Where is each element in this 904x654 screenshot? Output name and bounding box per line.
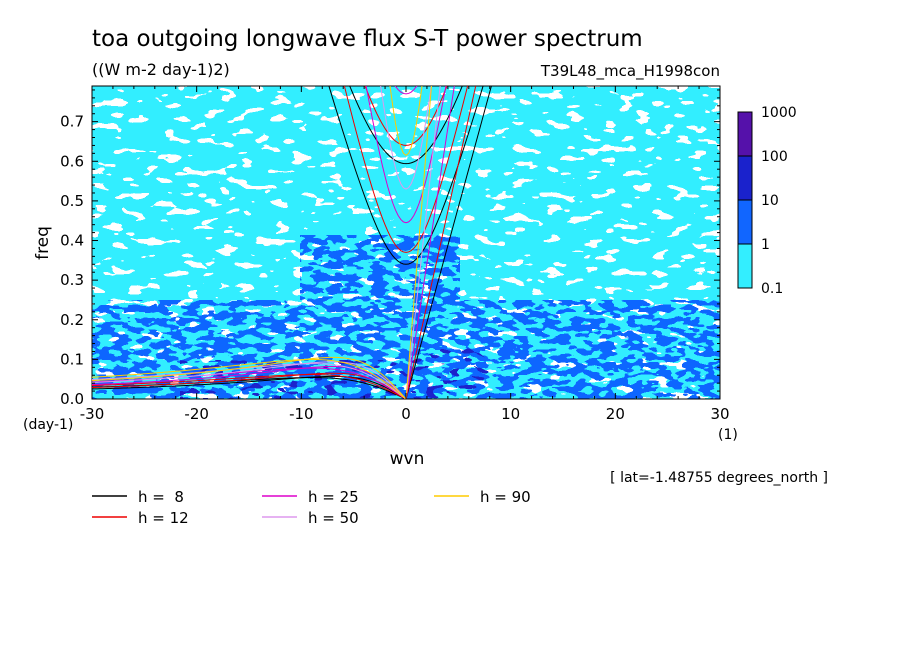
mrg-curve-h90 [92, 358, 407, 399]
ig1-curve-h25 [365, 86, 447, 224]
legend: h = 8 h = 12 h = 25 h = 50 h = 90 [92, 488, 531, 527]
legend-label-h12: h = 12 [138, 509, 189, 527]
mrg-curve-h12 [92, 374, 407, 399]
colorbar-segment [737, 243, 753, 289]
colorbar-segment [737, 111, 753, 157]
x-tick-label: -30 [80, 405, 105, 423]
x-tick-label: 0 [401, 405, 411, 423]
ig1-curve-h90 [389, 86, 423, 156]
y-axis-label: freq [33, 226, 53, 260]
y-tick-label: 0.6 [60, 152, 84, 170]
x-axis-label: wvn [390, 449, 425, 469]
colorbar-label: 0.1 [761, 281, 783, 297]
mrg-curve-h50 [92, 363, 407, 399]
ig1-curve-h50 [380, 86, 432, 190]
legend-label-h8: h = 8 [138, 488, 184, 506]
y-tick-label: 0.5 [60, 192, 84, 210]
ig1-curve-h12 [343, 86, 469, 253]
ig2-curve-h12 [364, 86, 448, 146]
rossby-curve-h90 [92, 356, 407, 399]
colorbar-segment [737, 199, 753, 245]
ig2-curve-h8 [349, 86, 463, 165]
ig1-curve-h8 [328, 86, 484, 265]
colorbar: 1000 100 10 1 0.1 [737, 105, 797, 297]
contour-fill [92, 86, 720, 399]
y-tick-label: 0.7 [60, 113, 84, 131]
legend-label-h90: h = 90 [480, 488, 531, 506]
x-tick-label: -10 [289, 405, 314, 423]
rossby-curve-h25 [92, 366, 407, 399]
colorbar-label: 1000 [761, 105, 797, 121]
legend-label-h50: h = 50 [308, 509, 359, 527]
x-tick-label: 30 [710, 405, 729, 423]
axes: -30 -20 -10 0 10 20 30 0.0 0.1 0.2 0.3 0.4 0.5 0.6 0.7 [60, 86, 730, 423]
kelvin-curve-h8 [405, 86, 492, 399]
y-axis-unit: (day-1) [23, 417, 73, 433]
colorbar-label: 1 [761, 237, 770, 253]
rossby-curve-h12 [92, 372, 407, 399]
dispersion-curves [92, 86, 492, 399]
rossby-curve-h8 [92, 375, 407, 399]
chart-subtitle: ((W m-2 day-1)2) [92, 60, 230, 79]
colorbar-label: 10 [761, 193, 779, 209]
rossby-curve-h50 [92, 361, 407, 399]
colorbar-segment [737, 155, 753, 201]
y-tick-label: 0.1 [60, 350, 84, 368]
latitude-annotation: [ lat=-1.48755 degrees_north ] [610, 470, 828, 486]
chart-title: toa outgoing longwave flux S-T power spe… [92, 26, 643, 52]
kelvin-curve-h12 [405, 86, 477, 399]
x-axis-unit: (1) [718, 427, 738, 443]
y-tick-label: 0.4 [60, 232, 84, 250]
x-tick-label: -20 [184, 405, 209, 423]
y-tick-label: 0.3 [60, 271, 84, 289]
y-tick-label: 0.0 [60, 390, 84, 408]
x-tick-label: 20 [606, 405, 625, 423]
y-tick-label: 0.2 [60, 311, 84, 329]
ig2-curve-h25 [394, 86, 418, 95]
run-label: T39L48_mca_H1998con [540, 62, 720, 81]
colorbar-label: 100 [761, 149, 788, 165]
x-tick-label: 10 [501, 405, 520, 423]
legend-label-h25: h = 25 [308, 488, 359, 506]
